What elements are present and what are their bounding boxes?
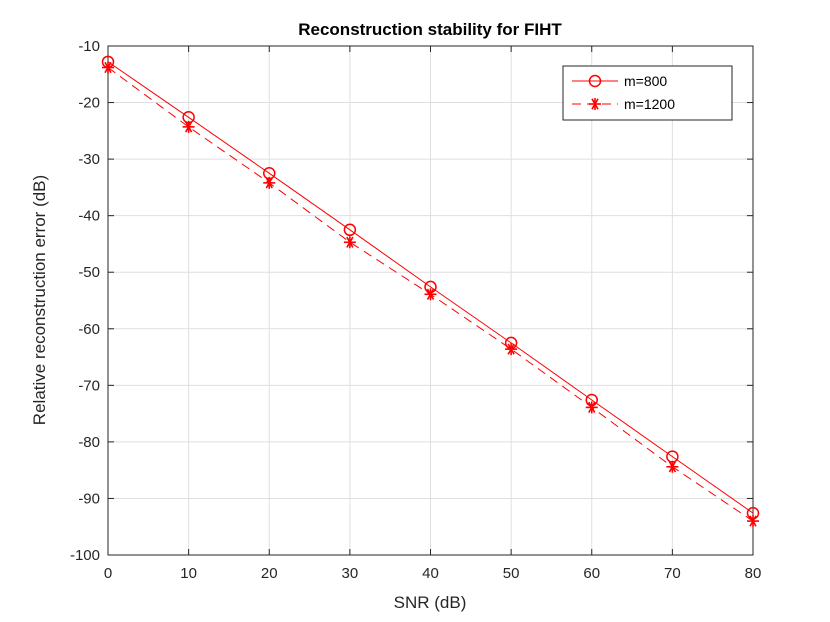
y-tick-label: -50 <box>78 264 100 281</box>
y-tick-label: -60 <box>78 321 100 338</box>
y-tick-label: -10 <box>78 38 100 55</box>
legend: m=800 m=1200 <box>562 65 733 121</box>
x-tick-label: 50 <box>503 565 520 582</box>
data-point-m800 <box>343 223 357 237</box>
legend-asterisk <box>589 98 601 110</box>
legend-label-m800: m=800 <box>624 73 667 89</box>
y-tick-label: -70 <box>78 377 100 394</box>
y-tick-label: -80 <box>78 434 100 451</box>
x-tick-label: 10 <box>180 565 197 582</box>
x-tick-label: 30 <box>342 565 359 582</box>
data-point-m1200 <box>102 61 114 74</box>
y-tick-label: -20 <box>78 95 100 112</box>
series-line-m800 <box>107 61 754 514</box>
y-tick-label: -30 <box>78 151 100 168</box>
x-tick-label: 70 <box>664 565 681 582</box>
data-point-m1200 <box>666 460 679 473</box>
x-tick-label: 40 <box>422 565 439 582</box>
legend-box <box>562 65 733 121</box>
data-point-m1200 <box>505 343 518 356</box>
legend-marker-m1200 <box>589 98 601 110</box>
y-axis-label: Relative reconstruction error (dB) <box>30 175 49 425</box>
y-tick-label: -90 <box>78 490 100 507</box>
x-tick-label: 80 <box>745 565 762 582</box>
chart-title: Reconstruction stability for FIHT <box>298 20 562 39</box>
data-point-m1200 <box>747 515 759 528</box>
x-tick-label: 20 <box>261 565 278 582</box>
y-tick-label: -100 <box>70 547 100 564</box>
data-point-m1200 <box>343 236 356 249</box>
data-point-m1200 <box>263 176 276 189</box>
ticks: 0 10 20 30 40 50 60 70 80 -10 -20 -30 -40 -50 -60 -70 -8… <box>70 38 761 582</box>
data-point-m1200 <box>585 401 598 414</box>
x-axis-label: SNR (dB) <box>394 593 467 612</box>
x-tick-label: 60 <box>583 565 600 582</box>
data-point-m1200 <box>424 288 437 301</box>
y-tick-label: -40 <box>78 208 100 225</box>
series-group <box>101 55 760 528</box>
data-point-m1200 <box>182 120 195 133</box>
legend-label-m1200: m=1200 <box>624 96 675 112</box>
x-tick-label: 0 <box>104 565 112 582</box>
legend-marker-m800 <box>588 74 602 88</box>
